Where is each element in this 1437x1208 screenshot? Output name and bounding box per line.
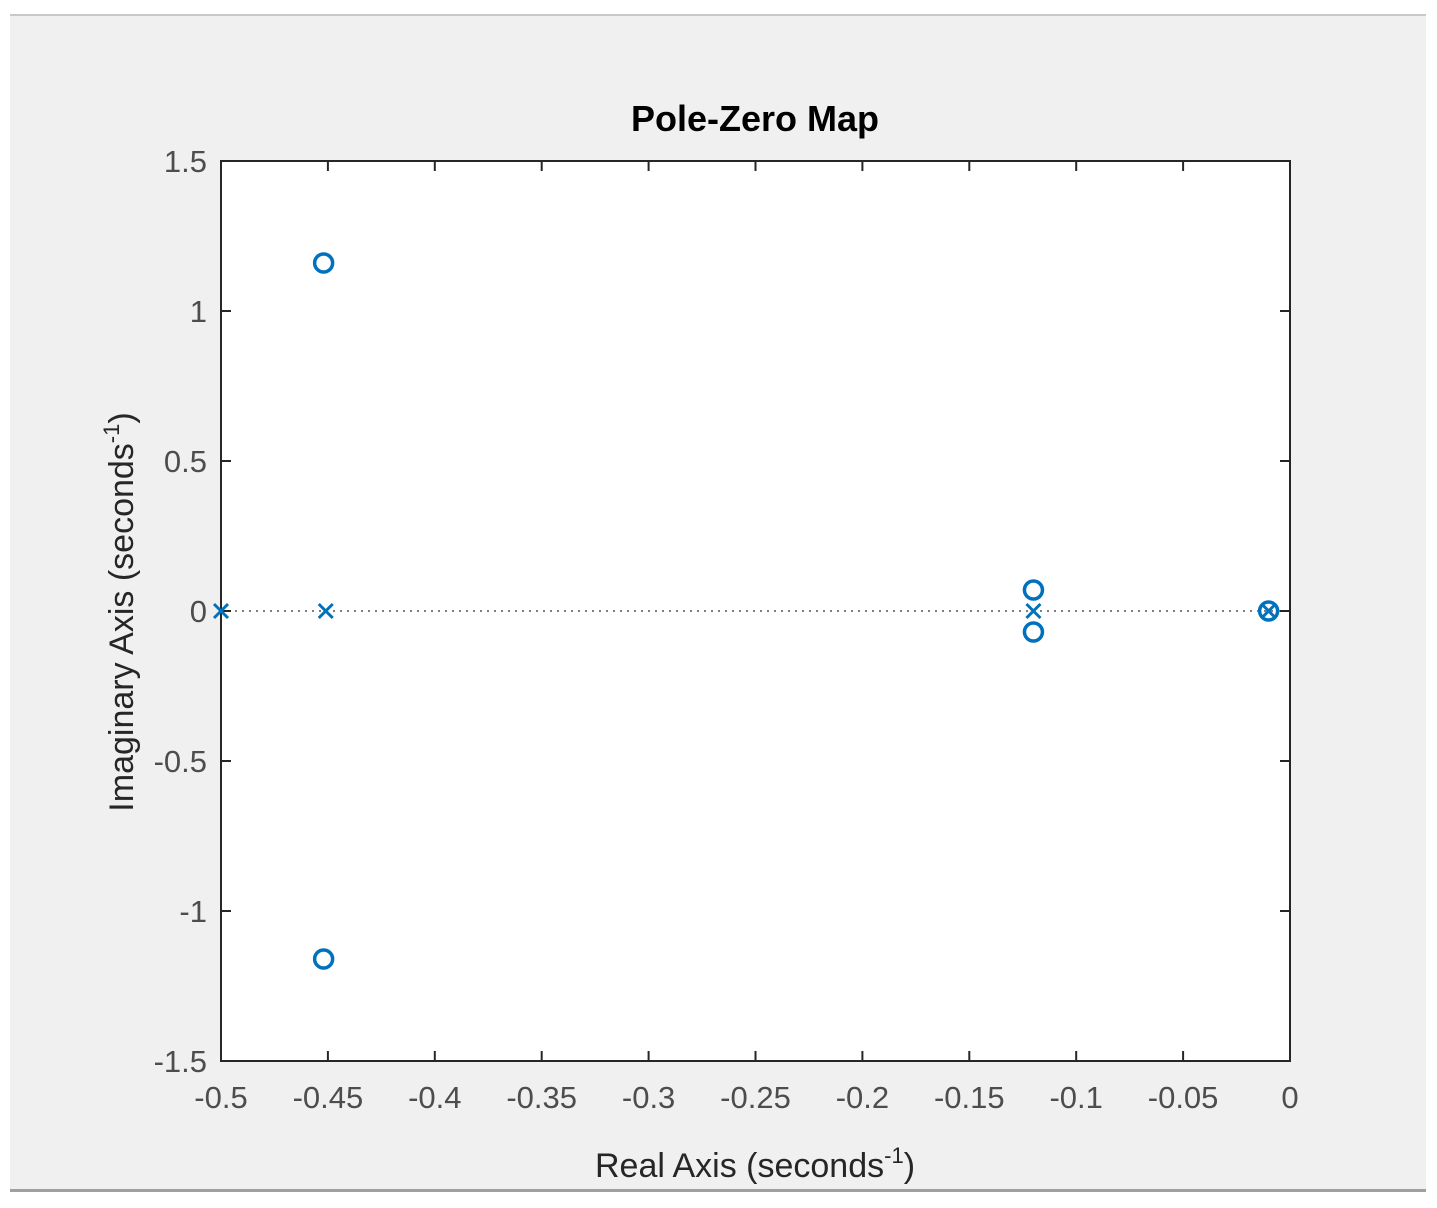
zero-marker <box>1257 600 1280 622</box>
y-tick-label: 0.5 <box>164 444 207 479</box>
y-tick-label: -1.5 <box>154 1044 207 1079</box>
x-tick-label: -0.3 <box>622 1080 675 1115</box>
zero-marker <box>1022 621 1045 643</box>
pole-marker <box>1260 602 1277 620</box>
y-tick-label: -0.5 <box>154 744 207 779</box>
x-tick-label: -0.5 <box>194 1080 247 1115</box>
x-tick-label: -0.45 <box>293 1080 364 1115</box>
y-tick-label: 1 <box>190 294 207 329</box>
y-tick-label: 0 <box>190 594 207 629</box>
y-tick-label: 1.5 <box>164 144 207 179</box>
zero-marker <box>1022 579 1045 601</box>
pole-marker <box>1025 602 1042 620</box>
x-tick-label: -0.1 <box>1049 1080 1102 1115</box>
zero-marker <box>312 948 335 970</box>
x-tick-label: -0.25 <box>720 1080 791 1115</box>
x-tick-label: -0.2 <box>836 1080 889 1115</box>
x-axis-title: Real Axis (seconds-1) <box>595 1143 915 1185</box>
x-tick-label: 0 <box>1281 1080 1298 1115</box>
zero-marker <box>312 252 335 274</box>
x-tick-label: -0.35 <box>506 1080 577 1115</box>
pole-marker <box>212 602 230 620</box>
pole-marker <box>317 602 334 620</box>
chart-title: Pole-Zero Map <box>631 98 879 139</box>
x-tick-label: -0.15 <box>934 1080 1005 1115</box>
y-axis-title: Imaginary Axis (seconds-1) <box>99 412 141 811</box>
y-tick-label: -1 <box>179 894 207 929</box>
x-tick-label: -0.4 <box>408 1080 461 1115</box>
plot-area <box>221 161 1290 1061</box>
x-tick-label: -0.05 <box>1148 1080 1219 1115</box>
